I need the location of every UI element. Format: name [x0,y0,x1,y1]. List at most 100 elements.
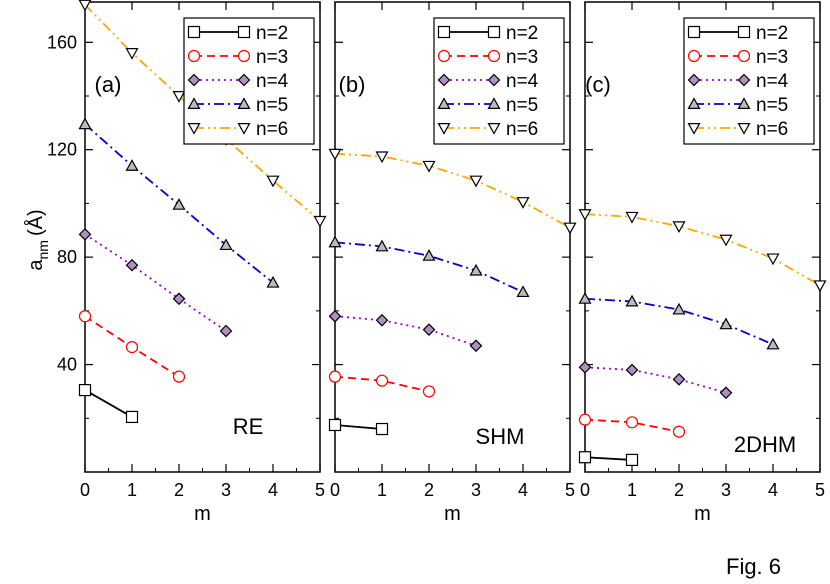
legend-marker [187,97,201,110]
series-n=6 [328,148,577,235]
legend-label: n=4 [506,71,539,92]
legend-label: n=3 [256,47,288,68]
data-point [328,418,342,432]
legend-label: n=3 [506,47,538,68]
data-point [719,386,733,400]
data-point [125,48,139,60]
data-point [719,317,733,330]
data-point [578,292,592,304]
x-tick-label: 3 [471,480,481,500]
legend-label: n=5 [506,95,538,116]
data-point [328,309,342,323]
data-point [375,422,389,436]
data-point [375,374,389,387]
data-point [625,211,639,224]
data-point [375,151,389,164]
x-tick-label: 4 [768,480,778,500]
x-tick-label: 5 [565,480,575,500]
data-point [313,215,327,228]
data-point [625,453,639,467]
y-axis-label-sub: nm [35,240,51,259]
data-point [422,249,436,261]
data-point [125,341,139,354]
x-axis-label: m [694,503,711,525]
series-n=4 [578,360,733,400]
legend-marker [687,25,701,39]
legend-marker [237,25,251,39]
legend-marker [487,25,501,39]
x-tick-label: 0 [330,480,340,500]
legend-label: n=5 [256,95,288,116]
x-tick-label: 5 [815,480,825,500]
data-point [672,221,686,233]
data-point [125,410,139,424]
series-line [334,424,383,430]
legend-marker [487,122,501,135]
legend-marker [437,49,451,63]
legend-marker [187,122,201,135]
data-point [422,323,436,337]
series-n=4 [78,227,233,338]
y-tick-label: 120 [47,140,77,160]
series-n=3 [328,370,436,398]
legend-marker [687,122,701,135]
legend: n=2 n=3 n=4 n=5 n=6 [433,17,565,145]
data-point [266,175,280,188]
series-line [334,375,430,393]
legend-label: n=5 [756,95,788,116]
series-line [584,456,633,461]
legend-marker [687,49,701,63]
legend-marker [187,25,201,39]
legend: n=2 n=3 n=4 n=5 n=6 [183,17,315,145]
legend-label: n=6 [256,119,288,140]
series-line [584,418,680,433]
legend-marker [437,122,451,135]
legend-label: n=2 [506,23,538,44]
legend-marker [237,97,251,110]
data-point [719,234,733,247]
panel-label: (a) [95,72,122,97]
legend-label: n=3 [756,47,788,68]
panel-2: 0 1 2 3 4 5 m (b) SHM n=2 n=3 n=4 n=5 n=6 [328,1,577,525]
data-point [266,275,280,288]
data-point [172,292,186,306]
data-point [422,160,436,173]
legend-marker [437,73,451,87]
x-axis-label: m [444,503,461,525]
data-point [469,175,483,188]
legend-marker [487,49,501,63]
legend-label: n=2 [256,23,288,44]
series-n=2 [578,451,639,467]
x-tick-label: 5 [315,480,325,500]
x-axis-label: m [194,503,211,525]
legend-marker [687,97,701,110]
data-point [625,294,639,307]
data-point [172,198,186,210]
legend-marker [237,122,251,135]
legend-label: n=2 [756,23,788,44]
legend: n=2 n=3 n=4 n=5 n=6 [683,17,815,145]
legend-marker [737,73,751,87]
data-point [78,117,92,130]
y-axis-label: anm (Å) [24,209,51,270]
panel-label: (c) [585,72,611,97]
series-n=3 [578,413,686,438]
y-tick-label: 40 [57,355,77,375]
data-point [328,235,342,248]
y-axis-label-unit: (Å) [24,209,47,236]
legend-marker [237,73,251,87]
legend-marker [737,122,751,135]
x-tick-label: 3 [221,480,231,500]
panel-3: 0 1 2 3 4 5 m (c) 2DHM n=2 n=3 n=4 n=5 n=6 [578,1,827,525]
legend-marker [187,73,201,87]
data-point [578,451,592,464]
series-n=2 [328,418,389,436]
series-n=5 [78,117,280,288]
data-point [78,227,92,241]
x-tick-label: 1 [627,480,637,500]
data-point [516,285,530,298]
data-point [78,0,92,12]
data-point [766,253,780,266]
data-point [422,385,436,398]
